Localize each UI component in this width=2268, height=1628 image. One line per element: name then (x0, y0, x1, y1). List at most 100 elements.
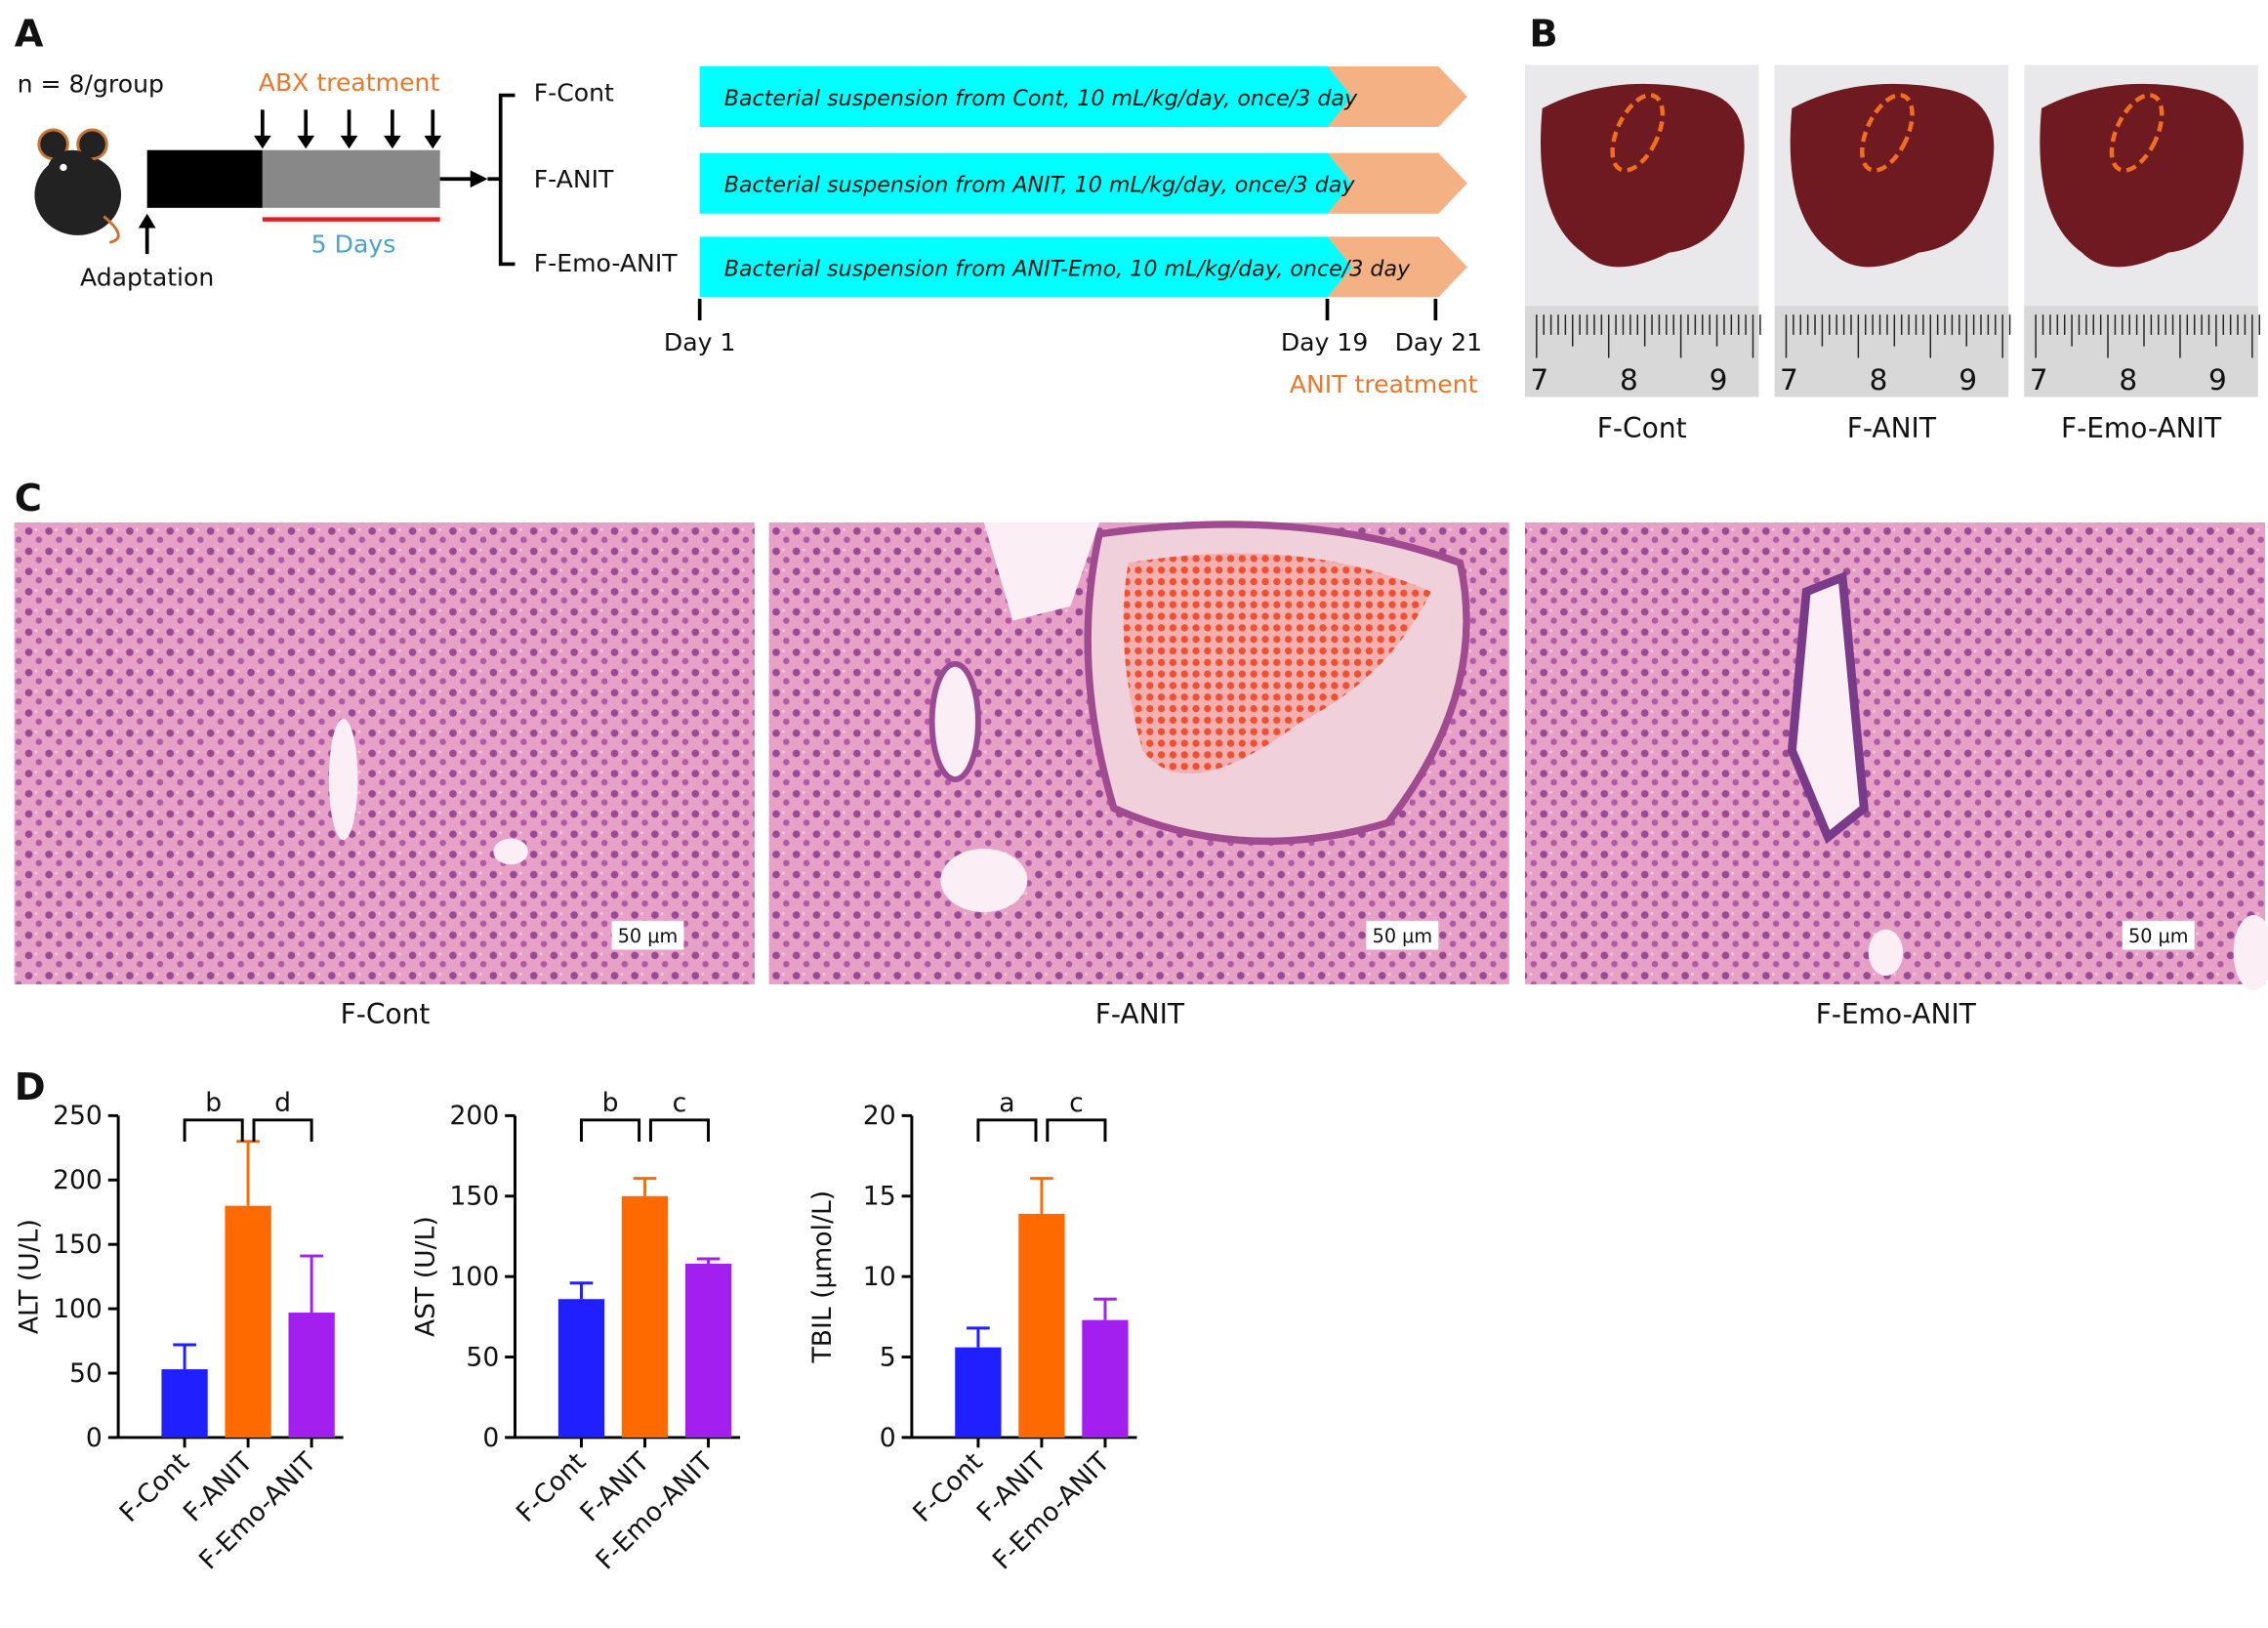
bacteria-arrow (699, 152, 1352, 214)
gallbladder-mark (2109, 93, 2165, 173)
ruler-label: 9 (1710, 363, 1728, 397)
bar (1082, 1319, 1129, 1438)
ruler-label: 7 (2030, 363, 2048, 397)
y-tick-label: 20 (863, 1101, 896, 1131)
bar (557, 1299, 605, 1438)
error-bar (1093, 1297, 1117, 1320)
group-name: F-Emo-ANIT (534, 249, 679, 277)
significance-bracket (976, 1118, 1038, 1142)
significance-label: b (205, 1088, 222, 1118)
abx-arrowheads (254, 135, 442, 149)
x-tick-label: F-Cont (511, 1447, 592, 1528)
y-tick-label: 100 (53, 1294, 103, 1324)
histology-image (14, 522, 755, 984)
error-bar (967, 1326, 990, 1348)
timeline-ticks (697, 298, 1438, 321)
error-bar (696, 1257, 721, 1264)
duration-label: 5 Days (311, 230, 396, 259)
error-bar (300, 1254, 323, 1314)
y-tick-label: 5 (880, 1342, 896, 1372)
timeline-label: Day 21 (1395, 328, 1483, 356)
liver (2040, 83, 2244, 268)
ruler-label: 9 (1959, 363, 1977, 397)
ruler (1524, 306, 1759, 397)
bar (225, 1205, 271, 1438)
gallbladder-mark (1860, 93, 1915, 173)
y-tick-label: 15 (863, 1182, 896, 1212)
photo-caption: F-Emo-ANIT (2061, 412, 2222, 444)
significance-bracket (648, 1118, 711, 1142)
bar (288, 1313, 335, 1438)
image-caption: F-ANIT (1095, 998, 1185, 1030)
error-bar (1030, 1177, 1053, 1214)
gallbladder-mark (1610, 93, 1666, 173)
group-size: n = 8/group (18, 70, 164, 99)
group-bracket (487, 93, 515, 267)
y-axis-label: TBIL (μmol/L) (807, 1190, 838, 1364)
abx-bar (262, 149, 440, 208)
scale-bar-bg (611, 920, 684, 950)
abx-label: ABX treatment (259, 68, 440, 97)
panel-label: A (15, 12, 44, 56)
panel-label: B (1529, 12, 1557, 56)
error-bar (569, 1281, 594, 1300)
ruler-label: 7 (1780, 363, 1798, 397)
x-tick-label: F-Cont (907, 1447, 988, 1528)
histology-image (768, 521, 1509, 984)
y-tick-label: 0 (482, 1423, 499, 1453)
histology-image (1524, 522, 2268, 990)
ruler-label: 8 (1620, 363, 1638, 397)
scale-bar-bg (2122, 920, 2195, 950)
significance-label: a (999, 1088, 1014, 1118)
scale-bar-bg (1366, 920, 1439, 950)
bar (621, 1195, 669, 1438)
significance-label: c (1069, 1088, 1084, 1118)
timeline-label: Day 1 (664, 328, 736, 356)
scale-bar: 50 μm (2128, 925, 2188, 947)
ruler (1774, 306, 2009, 397)
error-bar (173, 1343, 196, 1370)
group-name: F-Cont (534, 78, 614, 106)
liver-photo: 7 8 9 (1774, 64, 2011, 397)
adaptation-arrowhead (138, 213, 156, 229)
bar (1018, 1213, 1065, 1438)
error-bar (633, 1177, 657, 1196)
error-bar (236, 1140, 260, 1206)
anit-label: ANIT treatment (1290, 370, 1478, 398)
liver-photo: 7 8 9 (2024, 64, 2260, 397)
ruler (2024, 306, 2258, 397)
y-tick-label: 0 (86, 1423, 103, 1453)
ruler-label: 8 (1870, 363, 1888, 397)
treatment-text: Bacterial suspension from Cont, 10 mL/kg… (724, 86, 1358, 111)
bacteria-arrow (699, 236, 1352, 298)
y-tick-label: 150 (53, 1230, 103, 1260)
photo-caption: F-ANIT (1847, 412, 1937, 444)
y-tick-label: 200 (53, 1165, 103, 1195)
significance-bracket (580, 1118, 641, 1142)
photo-caption: F-Cont (1597, 412, 1687, 444)
adaptation-bar (146, 149, 263, 208)
liver (1790, 83, 1995, 268)
image-caption: F-Cont (341, 998, 431, 1030)
y-tick-label: 50 (69, 1358, 103, 1389)
treatment-text: Bacterial suspension from ANIT-Emo, 10 m… (724, 256, 1411, 281)
bar (161, 1369, 208, 1438)
treatment-text: Bacterial suspension from ANIT, 10 mL/kg… (724, 173, 1356, 198)
arrowhead (470, 170, 488, 188)
ruler-label: 7 (1530, 363, 1548, 397)
x-tick-label: F-Cont (113, 1447, 194, 1528)
y-axis-label: ALT (U/L) (14, 1219, 44, 1334)
anit-arrow (1327, 65, 1467, 128)
y-tick-label: 10 (863, 1262, 896, 1292)
y-tick-label: 100 (449, 1262, 499, 1292)
y-tick-label: 200 (449, 1101, 499, 1131)
group-name: F-ANIT (534, 165, 614, 193)
bar (955, 1347, 1002, 1438)
adaptation-label: Adaptation (80, 264, 214, 292)
anit-arrow (1327, 236, 1467, 298)
ruler-label: 8 (2119, 363, 2137, 397)
significance-label: b (602, 1088, 619, 1118)
significance-bracket (1046, 1118, 1107, 1142)
significance-label: c (673, 1088, 687, 1118)
